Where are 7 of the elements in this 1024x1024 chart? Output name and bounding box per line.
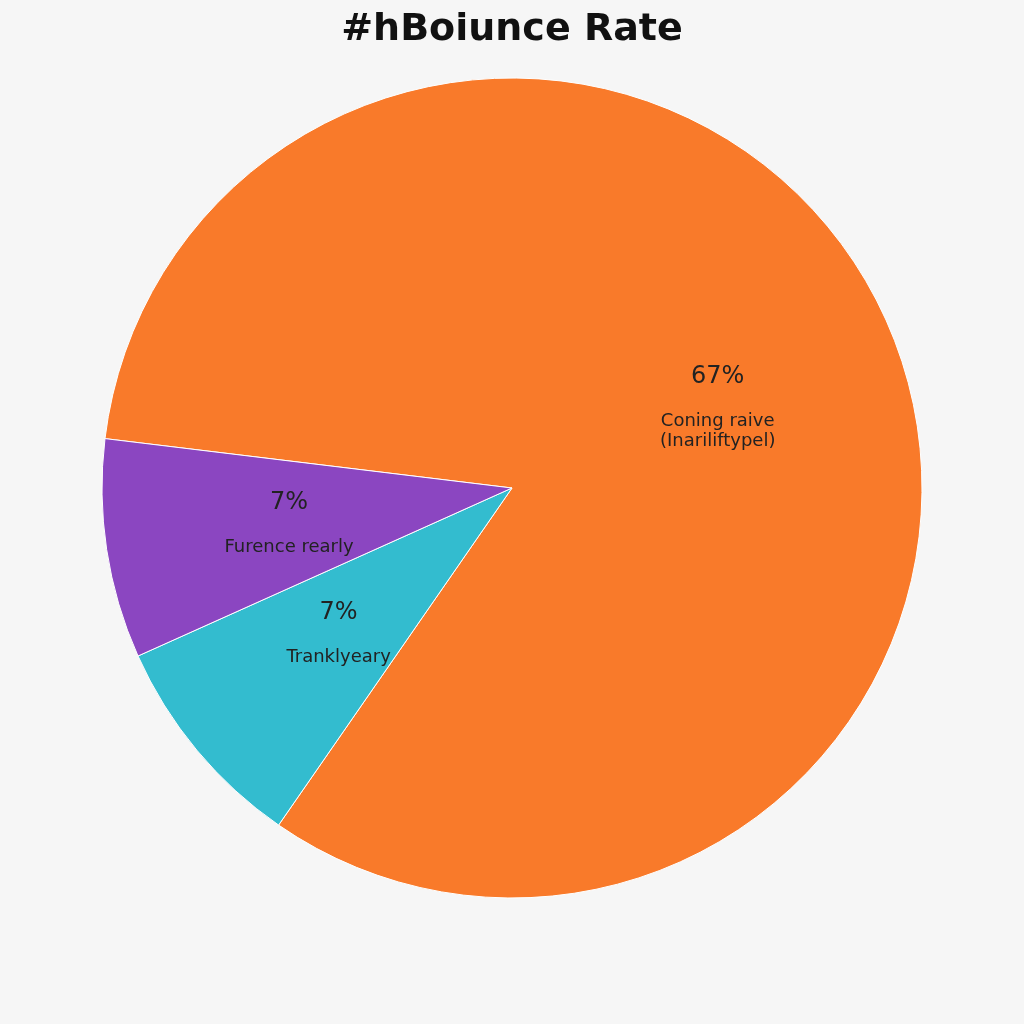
slice-label: Tranklyeary [285, 645, 392, 667]
data-label: 7% [270, 486, 309, 515]
slice-label: Coning raive (Inariliftypel) [659, 408, 776, 450]
data-label: 67% [691, 360, 745, 389]
chart-title: #hBoiunce Rate [341, 5, 683, 49]
data-label: 7% [319, 597, 358, 626]
slice-label: Furence rearly [224, 534, 354, 556]
